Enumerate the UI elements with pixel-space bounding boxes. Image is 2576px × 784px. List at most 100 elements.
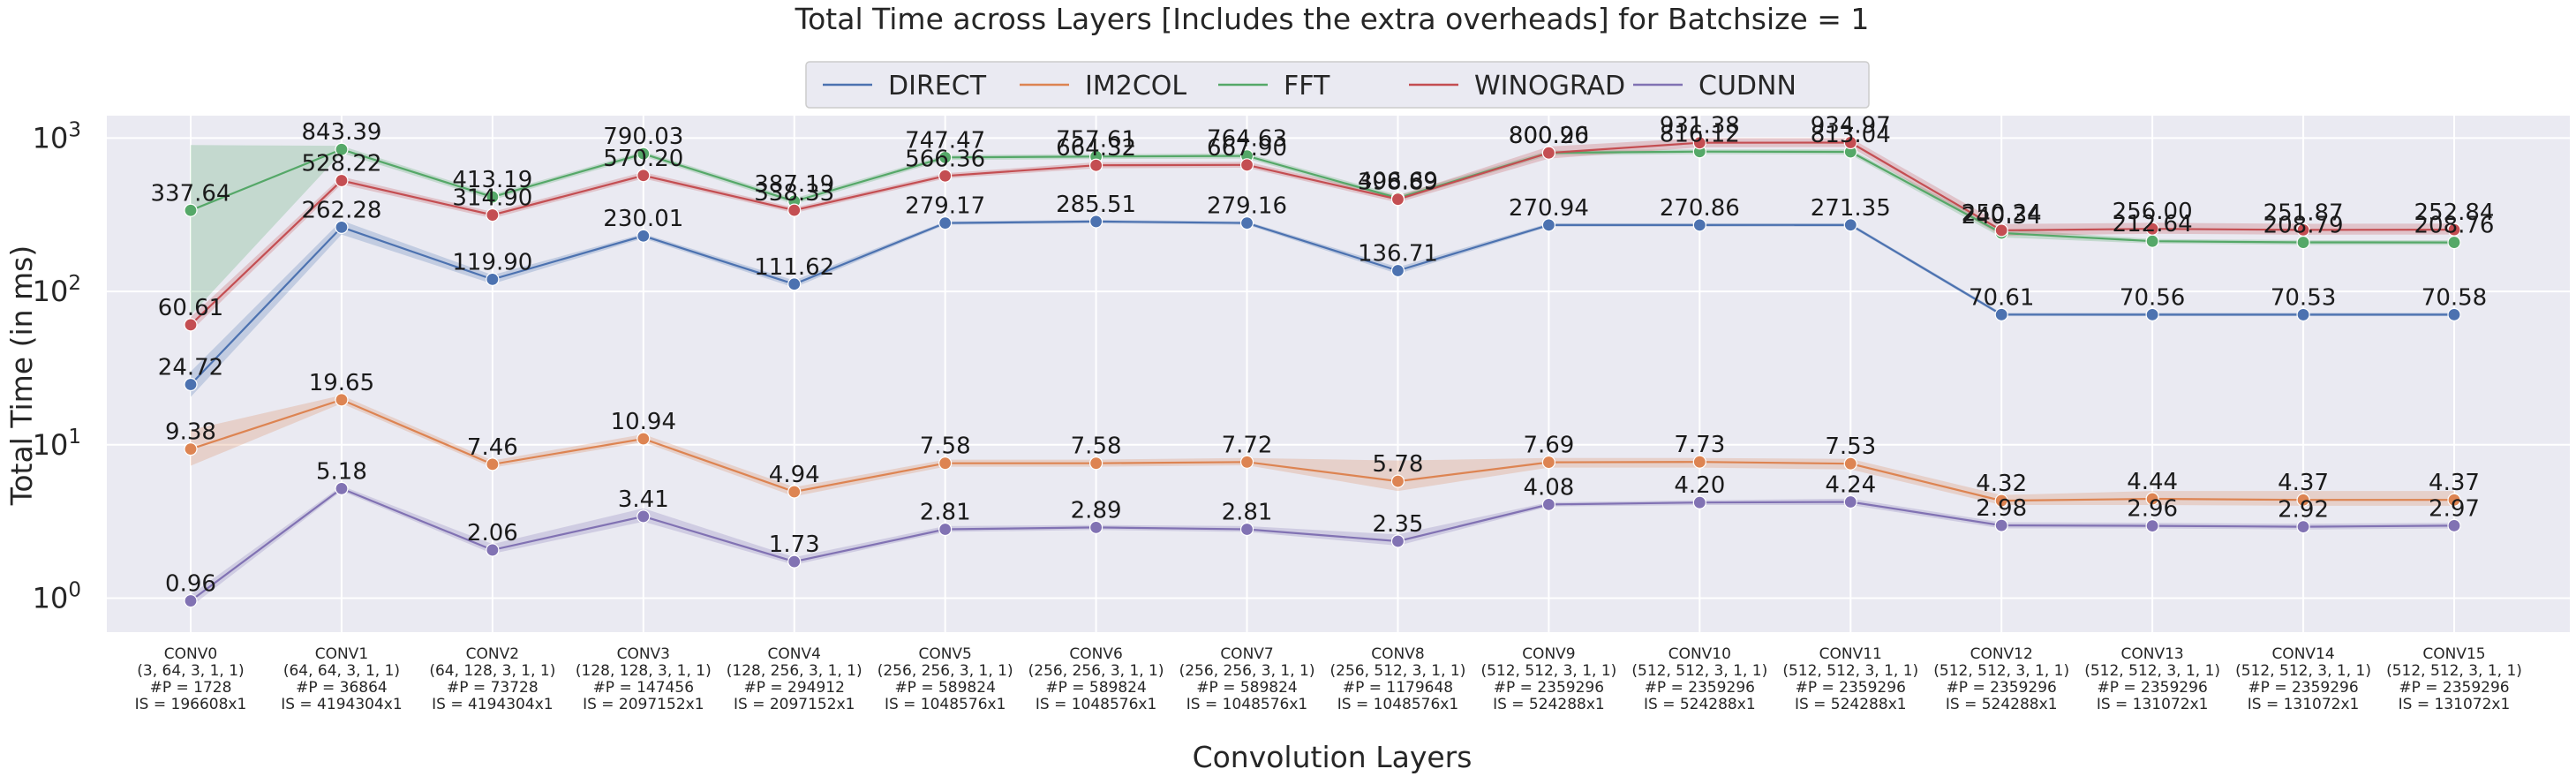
x-tick-label-line: (512, 512, 3, 1, 1) [1782, 662, 1918, 680]
point-cudnn [486, 543, 500, 557]
data-label-im2col: 5.78 [1373, 451, 1424, 478]
x-tick-label-line: CONV5 [918, 645, 971, 663]
data-label-direct: 230.01 [603, 206, 683, 232]
data-label-winograd: 570.20 [603, 146, 683, 172]
y-tick-label: 103 [33, 118, 81, 155]
data-label-winograd: 250.24 [1962, 200, 2042, 227]
data-label-cudnn: 3.41 [618, 486, 669, 513]
point-im2col [486, 457, 500, 471]
point-fft [938, 150, 953, 164]
x-tick-label-line: IS = 524288x1 [1644, 696, 1756, 713]
line-cudnn [190, 487, 2455, 602]
point-cudnn [184, 593, 198, 608]
point-im2col [1994, 494, 2008, 508]
x-tick-label: CONV10(512, 512, 3, 1, 1)#P = 2359296IS … [1631, 645, 1767, 713]
x-tick-label-line: IS = 196608x1 [135, 696, 247, 713]
data-label-fft: 387.19 [754, 171, 834, 198]
data-label-fft: 406.69 [1358, 168, 1438, 194]
data-label-im2col: 7.73 [1674, 432, 1725, 458]
x-tick-label-line: #P = 589824 [1045, 679, 1146, 697]
point-direct [1088, 215, 1103, 229]
data-label-direct: 285.51 [1056, 192, 1136, 218]
band-fft [191, 145, 2454, 315]
point-direct [1239, 216, 1254, 230]
point-winograd [636, 169, 651, 183]
x-tick-label-line: #P = 147456 [593, 679, 694, 697]
point-fft [184, 203, 198, 217]
x-tick-label: CONV13(512, 512, 3, 1, 1)#P = 2359296IS … [2084, 645, 2220, 713]
x-tick-label-line: #P = 589824 [1196, 679, 1297, 697]
x-tick-label-line: CONV6 [1069, 645, 1122, 663]
point-direct [636, 229, 651, 243]
data-label-cudnn: 4.08 [1523, 474, 1574, 501]
point-cudnn [1692, 495, 1706, 509]
point-im2col [2145, 492, 2159, 506]
data-label-im2col: 7.53 [1825, 433, 1876, 460]
data-label-winograd: 664.32 [1056, 135, 1136, 162]
data-label-cudnn: 2.98 [1976, 495, 2027, 522]
point-direct [1390, 263, 1405, 278]
x-tick-label-line: IS = 524288x1 [1493, 696, 1605, 713]
x-tick-label-line: #P = 2359296 [2248, 679, 2358, 697]
point-winograd [1239, 158, 1254, 172]
x-tick-label-line: IS = 1048576x1 [1036, 696, 1156, 713]
point-cudnn [938, 522, 953, 537]
x-tick-label-line: CONV7 [1220, 645, 1273, 663]
x-tick-label-line: #P = 2359296 [1796, 679, 1906, 697]
point-direct [1692, 218, 1706, 232]
y-tick-label: 100 [33, 578, 81, 614]
point-im2col [1843, 456, 1857, 471]
data-label-winograd: 398.89 [1358, 170, 1438, 196]
point-direct [2145, 307, 2159, 321]
point-cudnn [2145, 519, 2159, 533]
data-label-direct: 279.17 [905, 193, 985, 220]
data-label-direct: 262.28 [301, 197, 381, 223]
x-tick-label-line: CONV2 [466, 645, 519, 663]
data-label-direct: 119.90 [452, 249, 532, 275]
point-winograd [184, 318, 198, 332]
x-tick-label-line: #P = 2359296 [1494, 679, 1604, 697]
point-im2col [1692, 455, 1706, 469]
point-winograd [787, 203, 802, 217]
data-label-cudnn: 5.18 [316, 458, 367, 485]
x-tick-label-line: CONV12 [1970, 645, 2033, 663]
x-tick-label-line: #P = 2359296 [2399, 679, 2509, 697]
data-labels: 24.72 262.28 119.90 230.01 111.62 279.17 285.5… [151, 112, 2495, 597]
data-label-cudnn: 2.81 [1222, 500, 1273, 526]
x-tick-label: CONV14(512, 512, 3, 1, 1)#P = 2359296IS … [2235, 645, 2371, 713]
point-direct [335, 220, 349, 234]
data-label-cudnn: 4.24 [1825, 471, 1876, 498]
data-label-fft: 764.63 [1207, 126, 1287, 153]
data-label-direct: 271.35 [1811, 195, 1891, 222]
x-tick-label-line: #P = 1179648 [1343, 679, 1453, 697]
x-tick-label-line: CONV10 [1668, 645, 1731, 663]
x-tick-label-line: IS = 1048576x1 [1337, 696, 1458, 713]
data-label-direct: 70.58 [2422, 284, 2487, 311]
x-tick-label-line: IS = 1048576x1 [885, 696, 1006, 713]
x-tick-label-line: (128, 128, 3, 1, 1) [576, 662, 712, 680]
x-tick-label-line: #P = 2359296 [1947, 679, 2057, 697]
x-tick-label-line: (256, 256, 3, 1, 1) [877, 662, 1013, 680]
data-label-winograd: 667.90 [1207, 135, 1287, 162]
point-fft [636, 147, 651, 161]
data-label-fft: 843.39 [301, 119, 381, 146]
data-label-fft: 816.12 [1660, 122, 1740, 148]
x-tick-label-line: (512, 512, 3, 1, 1) [1480, 662, 1616, 680]
data-label-cudnn: 2.06 [467, 520, 518, 547]
legend-label-winograd: WINOGRAD [1474, 71, 1625, 102]
x-tick-label-line: #P = 2359296 [1645, 679, 1755, 697]
point-cudnn [1390, 534, 1405, 548]
data-points [184, 135, 2461, 608]
data-label-cudnn: 2.97 [2429, 495, 2480, 522]
x-tick-label-line: #P = 294912 [744, 679, 845, 697]
x-tick-label-line: #P = 1728 [150, 679, 232, 697]
legend-box [805, 61, 1870, 109]
x-tick-label-line: CONV8 [1371, 645, 1424, 663]
